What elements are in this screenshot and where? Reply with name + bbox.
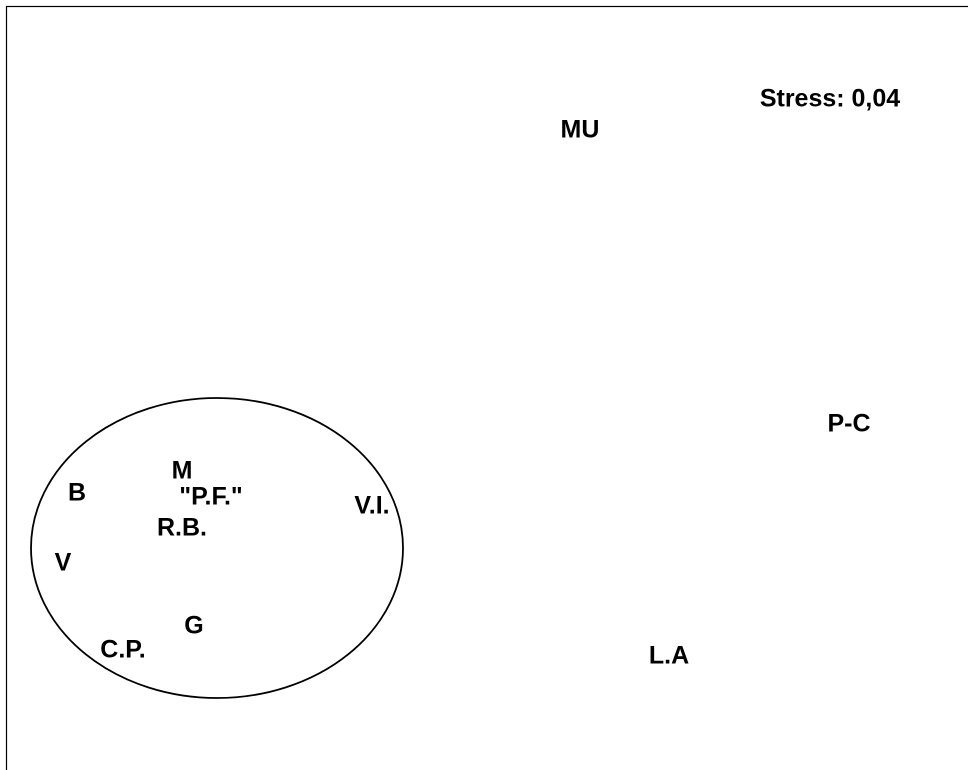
node-label: C.P. bbox=[100, 636, 145, 664]
node-label: B bbox=[68, 479, 86, 507]
frame bbox=[5, 5, 968, 770]
node-label: P-C bbox=[827, 410, 870, 438]
node-label: L.A bbox=[649, 642, 689, 670]
node-label: G bbox=[184, 612, 203, 640]
node-label: M bbox=[172, 457, 193, 485]
node-label: "P.F." bbox=[179, 483, 243, 511]
node-label: R.B. bbox=[157, 514, 207, 542]
stress-label: Stress: 0,04 bbox=[760, 85, 900, 113]
group-ellipse bbox=[30, 397, 404, 699]
node-label: V.I. bbox=[354, 492, 389, 520]
node-label: MU bbox=[561, 116, 600, 144]
node-label: V bbox=[55, 549, 72, 577]
